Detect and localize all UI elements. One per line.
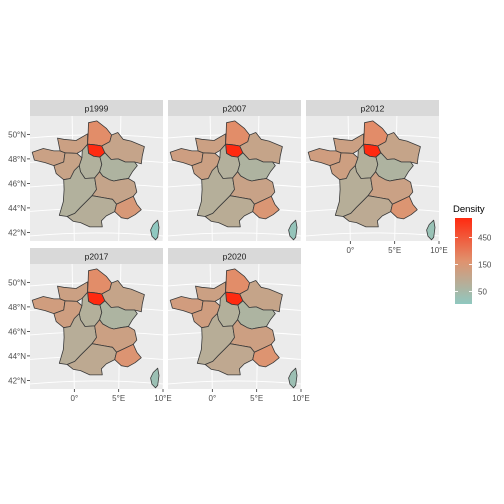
legend-ticks: 450 150 50 — [455, 234, 492, 296]
facet-strip — [30, 100, 163, 116]
regions — [31, 120, 160, 241]
facet-strip-label: p2020 — [223, 252, 247, 262]
region-cor — [150, 367, 160, 389]
region-cor — [150, 219, 160, 241]
region-paca — [114, 195, 142, 220]
legend-tick-label: 150 — [478, 261, 492, 270]
density-legend: Density 450 150 50 — [453, 204, 492, 304]
x-tick-label: 10°E — [430, 246, 447, 255]
regions — [31, 268, 160, 389]
region-occ — [204, 195, 255, 228]
y-tick-label: 42°N — [8, 376, 26, 385]
latitude-axes: 50°N 48°N 46°N 44°N 42°N 50°N 48°N 46°N 44°N 42°N — [8, 130, 30, 385]
facet-panel-p2017: p2017 — [30, 248, 163, 389]
legend-tick-label: 50 — [478, 287, 487, 296]
facet-strip-label: p2017 — [85, 252, 109, 262]
facet-strip — [30, 248, 163, 264]
region-paca — [252, 343, 280, 368]
region-cor — [288, 219, 298, 241]
graticule-lon-line — [300, 382, 301, 389]
longitude-axes: 0° 5°E 10°E 0° 5°E 10°E 0° 5°E 10°E — [71, 241, 448, 403]
region-paca — [390, 195, 418, 220]
y-tick-label: 48°N — [8, 303, 26, 312]
x-tick-label: 5°E — [112, 394, 125, 403]
legend-title: Density — [453, 204, 485, 215]
facet-strip-label: p2012 — [361, 104, 385, 114]
regions — [169, 268, 298, 389]
facet-strip-label: p1999 — [85, 104, 109, 114]
facet-strip — [168, 100, 301, 116]
facet-panel-p2012: p2012 — [306, 100, 439, 241]
x-tick-label: 10°E — [292, 394, 309, 403]
facet-strip — [168, 248, 301, 264]
facet-panels: p1999 p2007 p2012 p2017 p2020 — [30, 100, 439, 389]
y-tick-label: 46°N — [8, 327, 26, 336]
y-tick-label: 50°N — [8, 130, 26, 139]
x-tick-label: 5°E — [388, 246, 401, 255]
region-occ — [342, 195, 393, 228]
x-tick-label: 0° — [209, 394, 217, 403]
y-tick-label: 48°N — [8, 155, 26, 164]
region-occ — [66, 343, 117, 376]
region-occ — [204, 343, 255, 376]
y-tick-label: 44°N — [8, 352, 26, 361]
graticule-lon-line — [438, 234, 439, 241]
regions — [169, 120, 298, 241]
x-tick-label: 10°E — [154, 394, 171, 403]
legend-colorbar — [455, 218, 472, 304]
region-paca — [114, 343, 142, 368]
facet-panel-p1999: p1999 — [30, 100, 163, 241]
x-tick-label: 5°E — [250, 394, 263, 403]
legend-tick-label: 450 — [478, 234, 492, 243]
facet-strip-label: p2007 — [223, 104, 247, 114]
y-tick-label: 46°N — [8, 179, 26, 188]
regions — [307, 120, 436, 241]
x-tick-label: 0° — [71, 394, 79, 403]
region-paca — [252, 195, 280, 220]
region-cor — [426, 219, 436, 241]
x-tick-label: 0° — [347, 246, 355, 255]
facet-panel-p2020: p2020 — [168, 248, 301, 389]
y-tick-label: 42°N — [8, 228, 26, 237]
y-tick-label: 44°N — [8, 204, 26, 213]
region-occ — [66, 195, 117, 228]
y-tick-label: 50°N — [8, 278, 26, 287]
facet-strip — [306, 100, 439, 116]
region-cor — [288, 367, 298, 389]
facet-panel-p2007: p2007 — [168, 100, 301, 241]
